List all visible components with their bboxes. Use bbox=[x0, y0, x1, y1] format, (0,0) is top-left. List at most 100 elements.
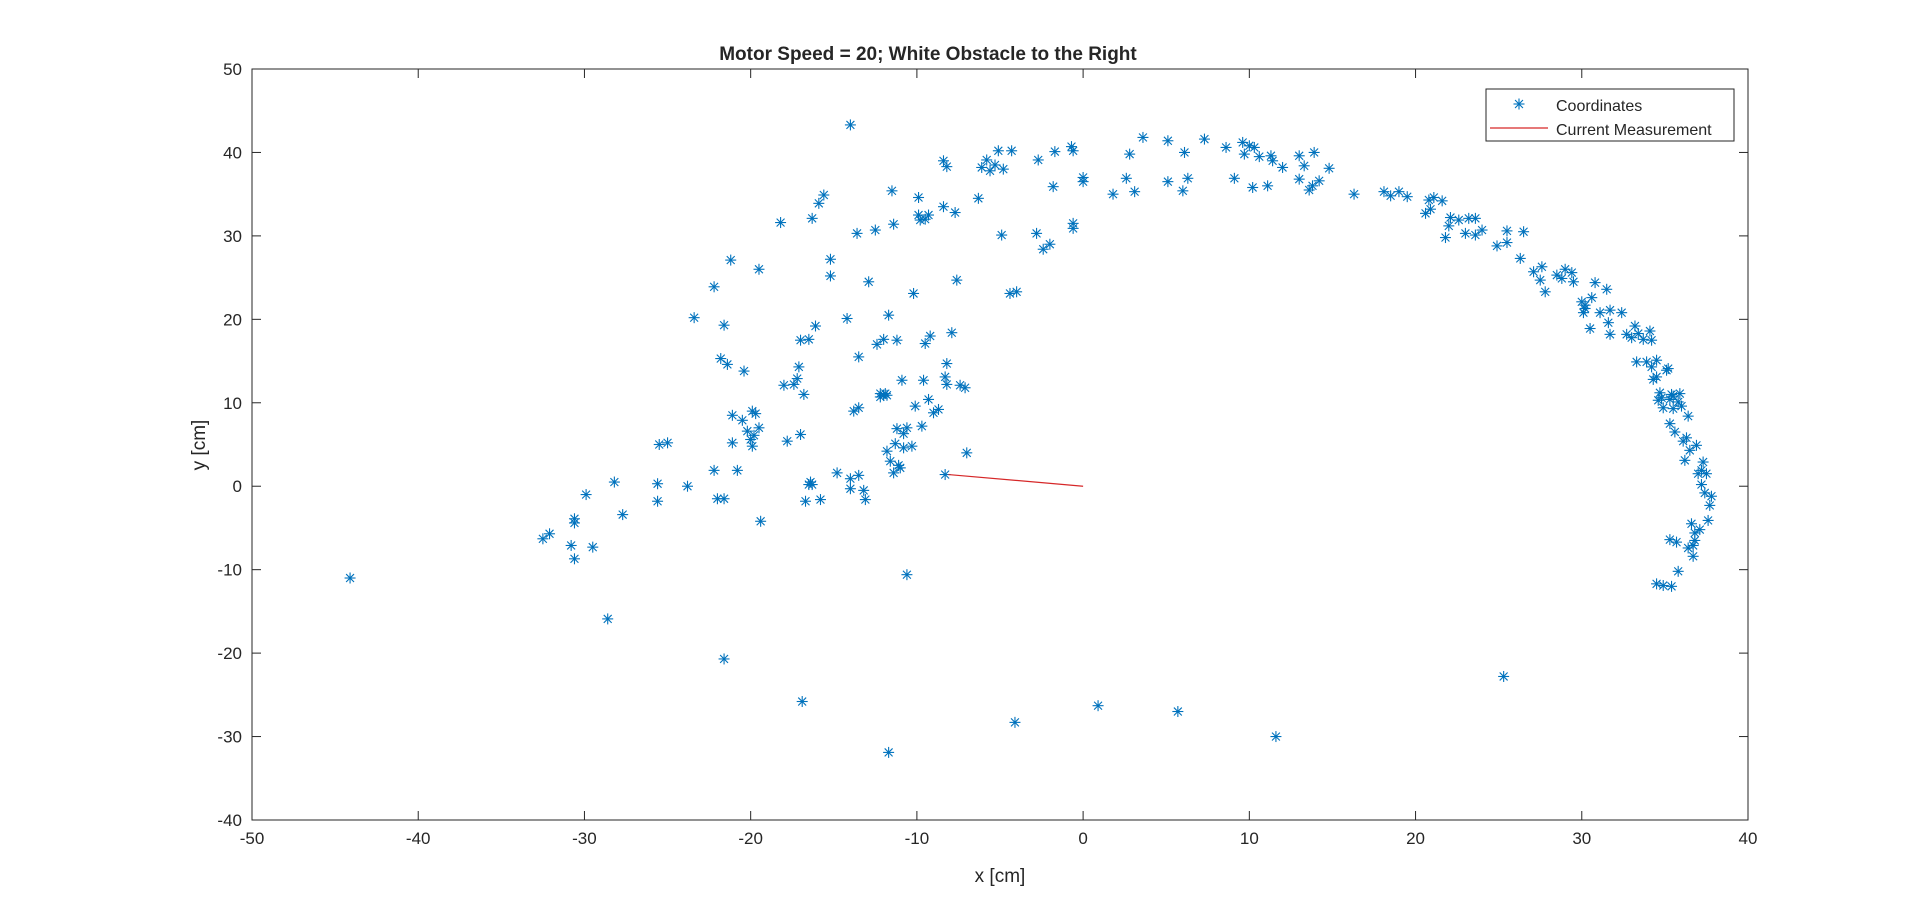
data-point bbox=[1528, 266, 1540, 278]
y-tick-label: -10 bbox=[217, 561, 242, 580]
data-point bbox=[941, 161, 953, 173]
data-point bbox=[726, 409, 738, 421]
data-point bbox=[718, 319, 730, 331]
data-point bbox=[1182, 172, 1194, 184]
data-point bbox=[803, 333, 815, 345]
data-point bbox=[932, 403, 944, 415]
data-point bbox=[1632, 328, 1644, 340]
x-tick-label: -10 bbox=[905, 829, 930, 848]
data-point bbox=[884, 455, 896, 467]
data-point bbox=[1586, 292, 1598, 304]
data-point bbox=[1077, 171, 1089, 183]
data-point bbox=[1453, 214, 1465, 226]
data-point bbox=[806, 212, 818, 224]
data-point bbox=[824, 253, 836, 265]
data-point bbox=[791, 373, 803, 385]
data-point bbox=[831, 467, 843, 479]
legend: Coordinates Current Measurement bbox=[1485, 88, 1735, 142]
data-point bbox=[1469, 212, 1481, 224]
data-point bbox=[1385, 190, 1397, 202]
data-point bbox=[1666, 580, 1678, 592]
data-point bbox=[883, 746, 895, 758]
data-point bbox=[741, 425, 753, 437]
data-point bbox=[1463, 212, 1475, 224]
data-point bbox=[1306, 180, 1318, 192]
data-point bbox=[1682, 410, 1694, 422]
data-point bbox=[708, 464, 720, 476]
data-point bbox=[1308, 146, 1320, 158]
data-point bbox=[1594, 307, 1606, 319]
data-point bbox=[949, 207, 961, 219]
data-point bbox=[778, 379, 790, 391]
data-point bbox=[1682, 542, 1694, 554]
data-point bbox=[853, 402, 865, 414]
data-point bbox=[1705, 490, 1717, 502]
data-point bbox=[1604, 304, 1616, 316]
data-point bbox=[1695, 479, 1707, 491]
data-point bbox=[1674, 388, 1686, 400]
data-point bbox=[1044, 238, 1056, 250]
data-point bbox=[1313, 175, 1325, 187]
data-point bbox=[1589, 277, 1601, 289]
data-point bbox=[1637, 333, 1649, 345]
chart-title: Motor Speed = 20; White Obstacle to the … bbox=[719, 44, 1137, 65]
data-point bbox=[996, 229, 1008, 241]
data-point bbox=[937, 201, 949, 213]
data-point bbox=[869, 224, 881, 236]
data-point bbox=[851, 227, 863, 239]
data-point bbox=[1067, 145, 1079, 157]
data-point bbox=[901, 422, 913, 434]
data-point bbox=[1179, 146, 1191, 158]
data-point bbox=[883, 309, 895, 321]
data-point bbox=[992, 145, 1004, 157]
data-point bbox=[1690, 439, 1702, 451]
data-point bbox=[652, 495, 664, 507]
data-point bbox=[1687, 550, 1699, 562]
data-point bbox=[1676, 400, 1688, 412]
data-point bbox=[923, 209, 935, 221]
data-point bbox=[1646, 361, 1658, 373]
data-point bbox=[844, 483, 856, 495]
data-point bbox=[1172, 706, 1184, 718]
data-point bbox=[736, 414, 748, 426]
data-point bbox=[906, 440, 918, 452]
data-point bbox=[753, 422, 765, 434]
data-point bbox=[1651, 354, 1663, 366]
x-axis-label: x [cm] bbox=[975, 866, 1026, 887]
data-point bbox=[1689, 534, 1701, 546]
data-point bbox=[1685, 518, 1697, 530]
data-point bbox=[1011, 286, 1023, 298]
data-point bbox=[1006, 145, 1018, 157]
data-point bbox=[1049, 146, 1061, 158]
data-point bbox=[1551, 269, 1563, 281]
x-tick-label: -50 bbox=[240, 829, 265, 848]
data-point bbox=[748, 429, 760, 441]
data-point bbox=[1616, 307, 1628, 319]
data-point bbox=[881, 389, 893, 401]
data-point bbox=[898, 428, 910, 440]
data-point bbox=[1699, 487, 1711, 499]
data-point bbox=[726, 437, 738, 449]
data-point bbox=[813, 197, 825, 209]
data-point bbox=[1247, 181, 1259, 193]
data-point bbox=[568, 517, 580, 529]
data-point bbox=[908, 287, 920, 299]
data-point bbox=[1032, 154, 1044, 166]
data-point bbox=[1579, 299, 1591, 311]
data-point bbox=[941, 378, 953, 390]
data-point bbox=[1626, 332, 1638, 344]
data-point bbox=[871, 338, 883, 350]
data-point bbox=[853, 469, 865, 481]
data-point bbox=[587, 541, 599, 553]
data-point bbox=[1439, 232, 1451, 244]
data-point bbox=[916, 420, 928, 432]
data-point bbox=[1293, 173, 1305, 185]
x-tick-label: 20 bbox=[1406, 829, 1425, 848]
data-point bbox=[972, 192, 984, 204]
legend-label-coordinates: Coordinates bbox=[1556, 98, 1642, 115]
data-point bbox=[941, 358, 953, 370]
data-point bbox=[800, 495, 812, 507]
data-point bbox=[1348, 188, 1360, 200]
data-point bbox=[1270, 731, 1282, 743]
